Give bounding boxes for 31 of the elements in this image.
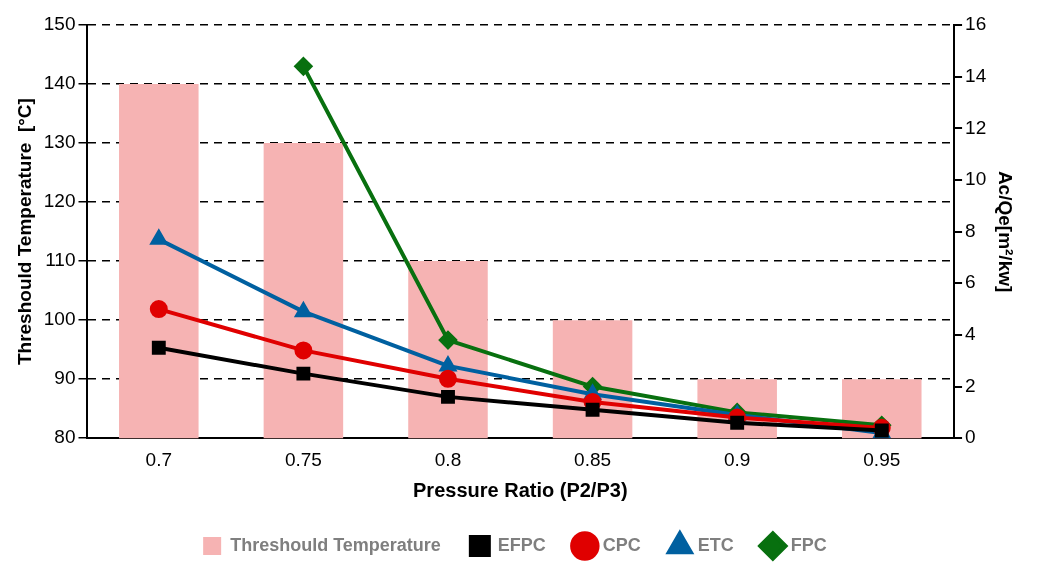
y-tick-label: 80 [54, 426, 76, 448]
x-axis-title: Pressure Ratio (P2/P3) [413, 478, 628, 501]
x-tick-label: 0.85 [574, 448, 612, 470]
y2-tick-label: 12 [965, 116, 987, 138]
y2-tick-label: 10 [965, 168, 987, 190]
y-tick-label: 130 [43, 131, 76, 153]
y2-tick-label: 4 [965, 323, 977, 345]
legend-label: FPC [790, 534, 827, 555]
x-tick-label: 0.95 [863, 448, 901, 470]
y-tick-label: 150 [43, 13, 76, 35]
y2-axis-title: Ac/Qe[m²/kw] [995, 170, 1017, 293]
y-tick-label: 100 [43, 308, 76, 330]
y2-tick-label: 14 [965, 64, 987, 86]
x-tick-label: 0.8 [434, 448, 462, 470]
legend-label: Threshould Temperature [230, 534, 441, 555]
y2-tick-label: 6 [965, 271, 976, 293]
y-tick-label: 140 [43, 72, 76, 94]
x-tick-label: 0.75 [284, 448, 322, 470]
y2-tick-label: 0 [965, 426, 976, 448]
legend-label: ETC [697, 534, 734, 555]
legend-label: EFPC [497, 534, 546, 555]
x-tick-label: 0.7 [145, 448, 173, 470]
y-tick-label: 120 [43, 190, 76, 212]
x-tick-label: 0.9 [723, 448, 751, 470]
y2-tick-label: 2 [965, 374, 976, 396]
legend-label: CPC [602, 534, 641, 555]
y-tick-label: 90 [54, 367, 76, 389]
y2-tick-label: 16 [965, 13, 987, 35]
y2-tick-label: 8 [965, 219, 976, 241]
y-axis-title: Threshould Temperature [°C] [13, 98, 35, 366]
y-tick-label: 110 [45, 249, 76, 271]
